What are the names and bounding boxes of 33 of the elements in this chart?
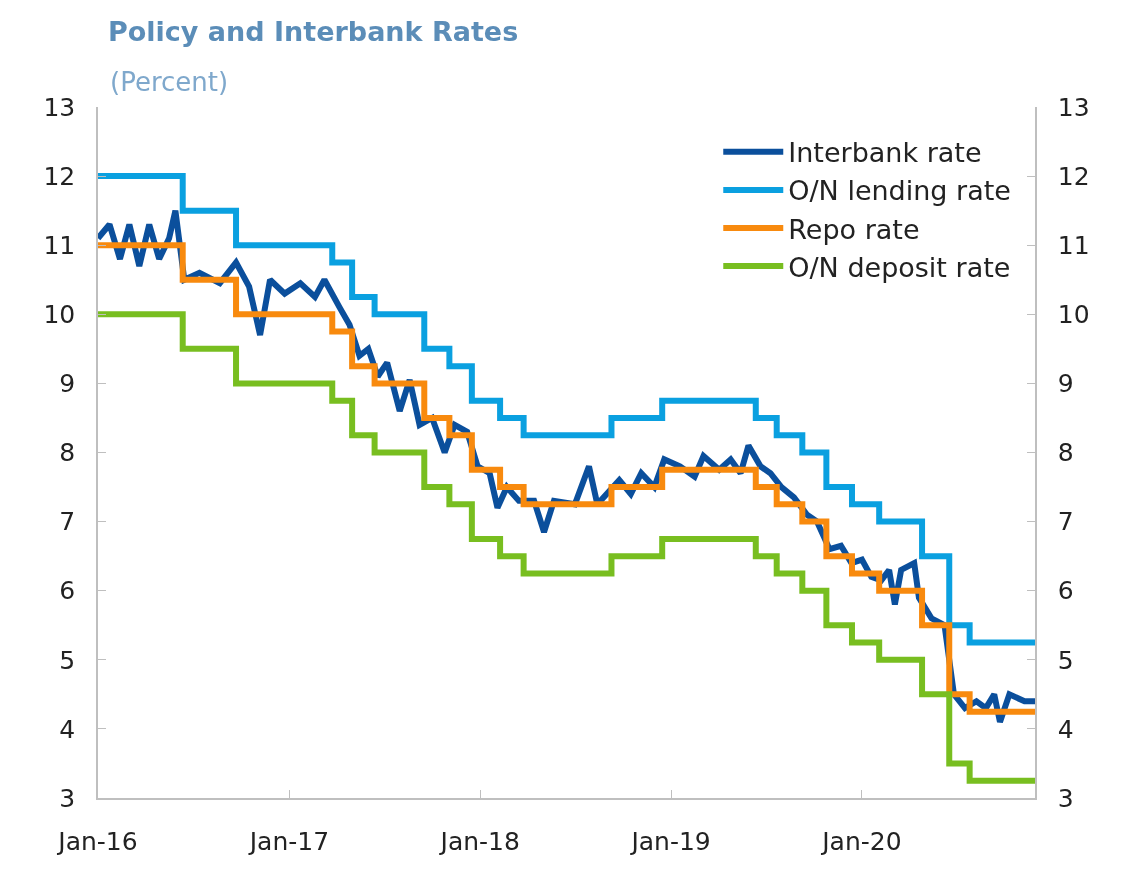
legend-label: Interbank rate	[788, 137, 982, 169]
y2-tick-label: 11	[1057, 230, 1090, 260]
x-tick-label: Jan-19	[629, 826, 711, 856]
y-tick-label: 11	[43, 230, 76, 260]
legend-label: Repo rate	[788, 213, 920, 245]
x-tick-label: Jan-17	[247, 826, 330, 856]
y2-tick-label: 10	[1057, 300, 1090, 330]
y-tick-label: 6	[59, 576, 76, 606]
y-tick-label: 7	[59, 507, 76, 537]
chart-title: Policy and Interbank Rates	[108, 15, 519, 47]
y-tick-label: 3	[59, 783, 76, 813]
x-tick-label: Jan-18	[438, 826, 520, 856]
x-tick-label: Jan-16	[56, 826, 138, 856]
y-tick-label: 12	[43, 161, 76, 191]
y2-tick-label: 4	[1057, 714, 1074, 744]
y2-tick-label: 3	[1057, 783, 1074, 813]
y-tick-label: 13	[43, 92, 76, 122]
y2-tick-label: 7	[1057, 507, 1074, 537]
legend-label: O/N deposit rate	[788, 251, 1011, 283]
y2-tick-label: 12	[1057, 161, 1090, 191]
y-tick-label: 4	[59, 714, 76, 744]
y2-tick-label: 6	[1057, 576, 1074, 606]
y2-tick-label: 5	[1057, 645, 1074, 675]
y2-tick-label: 9	[1057, 369, 1074, 399]
x-tick-label: Jan-20	[820, 826, 902, 856]
y2-tick-label: 8	[1057, 438, 1074, 468]
chart-subtitle: (Percent)	[110, 67, 229, 97]
y2-tick-label: 13	[1057, 92, 1090, 122]
y-tick-label: 5	[59, 645, 76, 675]
y-tick-label: 9	[59, 369, 76, 399]
legend-label: O/N lending rate	[788, 175, 1011, 207]
y-tick-label: 10	[43, 300, 76, 330]
y-tick-label: 8	[59, 438, 76, 468]
